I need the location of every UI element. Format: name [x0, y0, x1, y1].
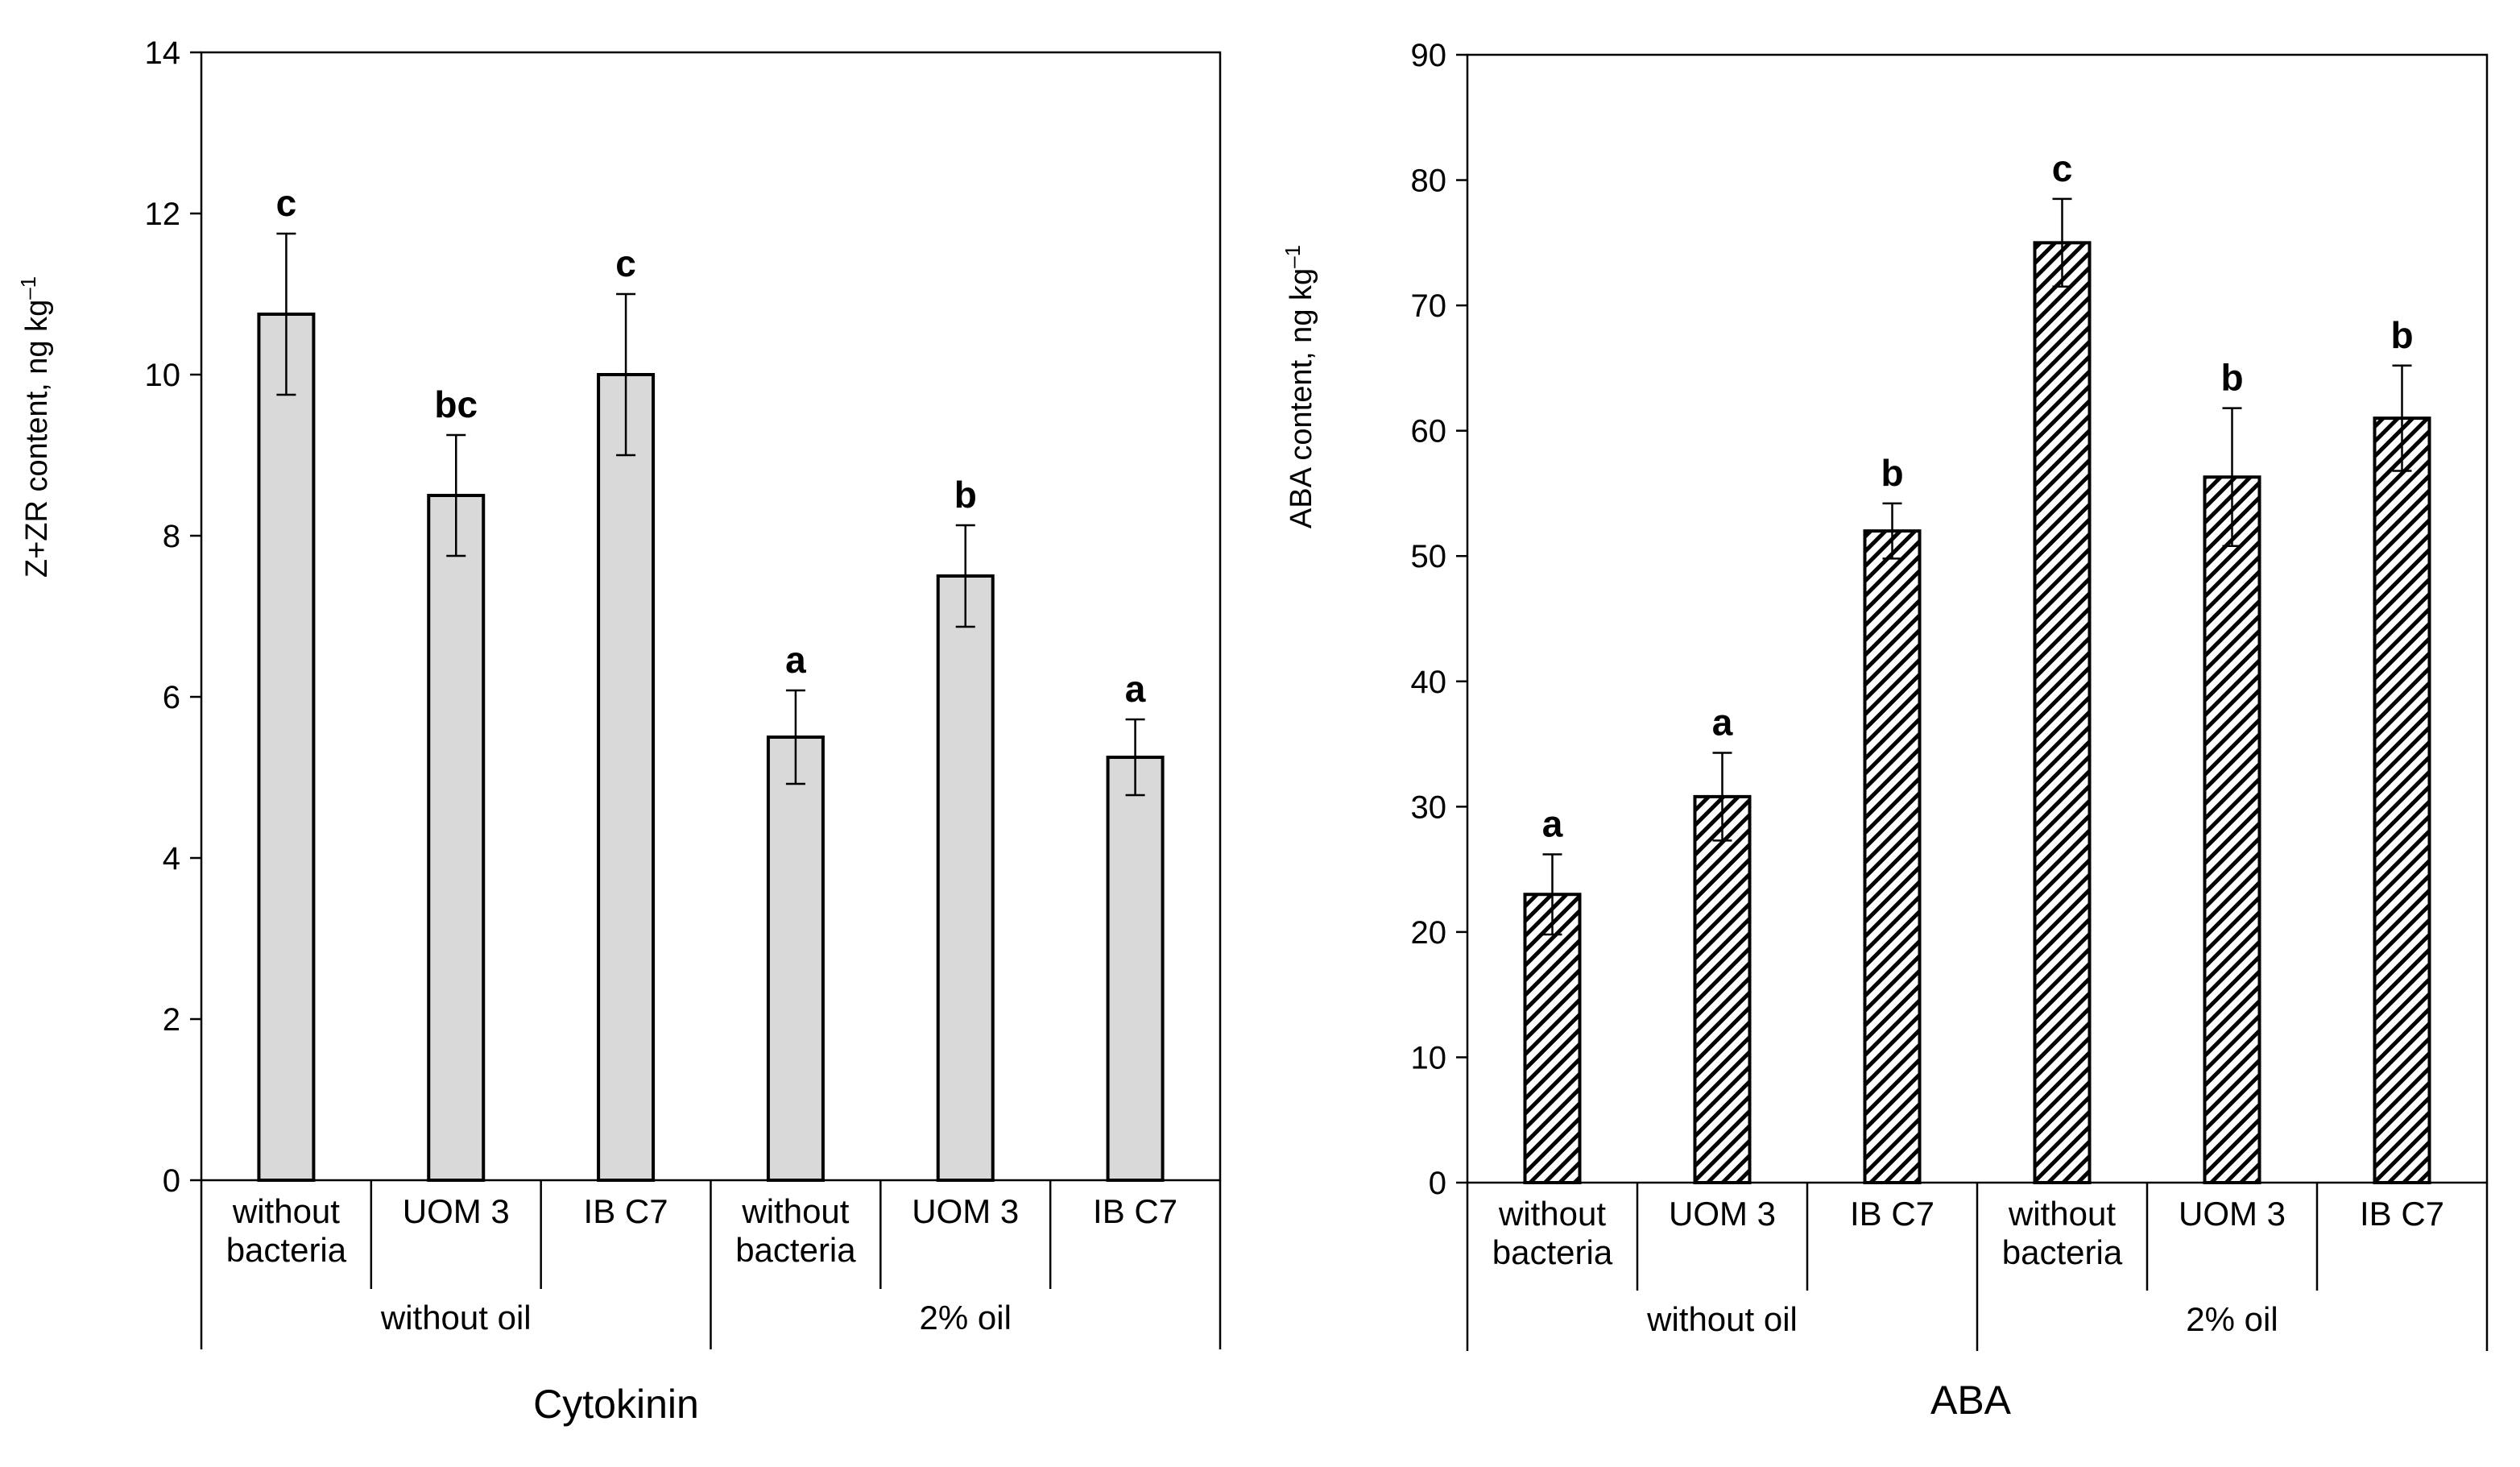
- y-tick-label: 0: [1429, 1166, 1446, 1201]
- y-tick-label: 20: [1411, 915, 1447, 951]
- bar: [1693, 794, 1752, 1185]
- y-tick-label: 90: [1411, 38, 1447, 73]
- category-label: IB C7: [1093, 1192, 1177, 1230]
- aba-chart: 0102030405060708090awithoutbacteriaaUOM …: [1281, 38, 2489, 1423]
- significance-label: b: [1881, 452, 1903, 494]
- significance-label: b: [954, 474, 977, 516]
- y-tick-label: 4: [163, 841, 180, 876]
- y-tick-label: 80: [1411, 164, 1447, 199]
- y-axis-title-superscript: –1: [1281, 245, 1305, 268]
- significance-label: b: [2390, 314, 2413, 356]
- y-tick-label: 60: [1411, 414, 1447, 450]
- y-tick-label: 10: [145, 358, 181, 393]
- y-tick-label: 70: [1411, 288, 1447, 324]
- group-label: without oil: [380, 1299, 532, 1336]
- significance-label: a: [785, 639, 806, 681]
- y-axis-title-superscript: –1: [16, 276, 40, 300]
- y-axis-title: ABA content, ng kg–1: [1281, 245, 1318, 528]
- y-tick-label: 14: [145, 35, 181, 71]
- category-label: IB C7: [2360, 1195, 2444, 1233]
- y-tick-label: 8: [163, 519, 180, 554]
- category-label: UOM 3: [1669, 1195, 1776, 1233]
- significance-label: c: [276, 182, 297, 224]
- y-axis-title: Z+ZR content, ng kg–1: [16, 276, 54, 578]
- category-label: IB C7: [584, 1192, 668, 1230]
- significance-label: a: [1542, 802, 1563, 844]
- category-label: without: [2008, 1195, 2116, 1233]
- y-axis-title-text: ABA content, ng kg: [1285, 268, 1318, 528]
- bar: [427, 494, 486, 1182]
- category-label: bacteria: [735, 1231, 856, 1269]
- category-label: UOM 3: [912, 1192, 1019, 1230]
- bar: [936, 574, 995, 1182]
- y-tick-label: 30: [1411, 789, 1447, 825]
- y-tick-label: 40: [1411, 665, 1447, 700]
- y-axis-title-text: Z+ZR content, ng kg: [20, 300, 54, 578]
- significance-label: bc: [434, 383, 478, 425]
- category-label: bacteria: [226, 1231, 347, 1269]
- bar: [2033, 241, 2092, 1184]
- group-label: 2% oil: [2186, 1300, 2278, 1338]
- chart-title: ABA: [1930, 1378, 2012, 1423]
- y-tick-label: 50: [1411, 539, 1447, 574]
- significance-label: b: [2220, 357, 2243, 399]
- bar: [1106, 756, 1165, 1182]
- group-label: 2% oil: [920, 1299, 1012, 1336]
- plot-frame: [1466, 53, 2489, 1184]
- category-label: IB C7: [1850, 1195, 1934, 1233]
- bar: [2373, 416, 2431, 1184]
- plot-frame: [200, 51, 1222, 1182]
- bar: [766, 736, 825, 1182]
- category-label: UOM 3: [403, 1192, 510, 1230]
- chart-title: Cytokinin: [533, 1382, 699, 1427]
- significance-label: c: [615, 242, 636, 284]
- significance-label: c: [2052, 147, 2073, 189]
- bar: [597, 373, 656, 1182]
- bar: [2203, 475, 2261, 1184]
- category-label: bacteria: [2002, 1233, 2123, 1271]
- significance-label: a: [1125, 668, 1146, 710]
- category-label: without: [1498, 1195, 1606, 1233]
- category-label: UOM 3: [2179, 1195, 2286, 1233]
- y-tick-label: 0: [163, 1163, 180, 1199]
- group-label: without oil: [1646, 1300, 1798, 1338]
- y-tick-label: 10: [1411, 1040, 1447, 1075]
- y-tick-label: 2: [163, 1002, 180, 1038]
- category-label: without: [741, 1192, 849, 1230]
- bar: [1863, 529, 1922, 1184]
- y-tick-label: 6: [163, 680, 180, 715]
- bar: [1523, 893, 1582, 1184]
- category-label: bacteria: [1492, 1233, 1613, 1271]
- significance-label: a: [1712, 701, 1733, 743]
- bar: [257, 313, 316, 1182]
- category-label: without: [232, 1192, 340, 1230]
- y-tick-label: 12: [145, 197, 181, 232]
